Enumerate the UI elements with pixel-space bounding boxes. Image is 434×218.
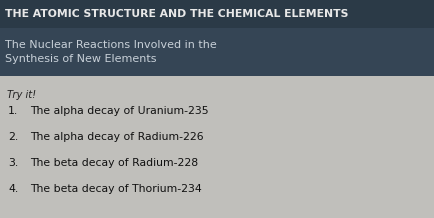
Bar	[0, 0, 434, 28]
Text: The alpha decay of Uranium-235: The alpha decay of Uranium-235	[30, 106, 209, 116]
Text: The beta decay of Thorium-234: The beta decay of Thorium-234	[30, 184, 202, 194]
Text: 3.: 3.	[8, 158, 18, 168]
Text: 2.: 2.	[8, 132, 18, 142]
Bar	[0, 28, 434, 76]
Text: The beta decay of Radium-228: The beta decay of Radium-228	[30, 158, 198, 168]
Text: The Nuclear Reactions Involved in the
Synthesis of New Elements: The Nuclear Reactions Involved in the Sy…	[5, 40, 217, 64]
Text: Try it!: Try it!	[7, 90, 36, 100]
Text: 1.: 1.	[8, 106, 18, 116]
Text: THE ATOMIC STRUCTURE AND THE CHEMICAL ELEMENTS: THE ATOMIC STRUCTURE AND THE CHEMICAL EL…	[5, 9, 349, 19]
Text: The alpha decay of Radium-226: The alpha decay of Radium-226	[30, 132, 204, 142]
Text: 4.: 4.	[8, 184, 18, 194]
